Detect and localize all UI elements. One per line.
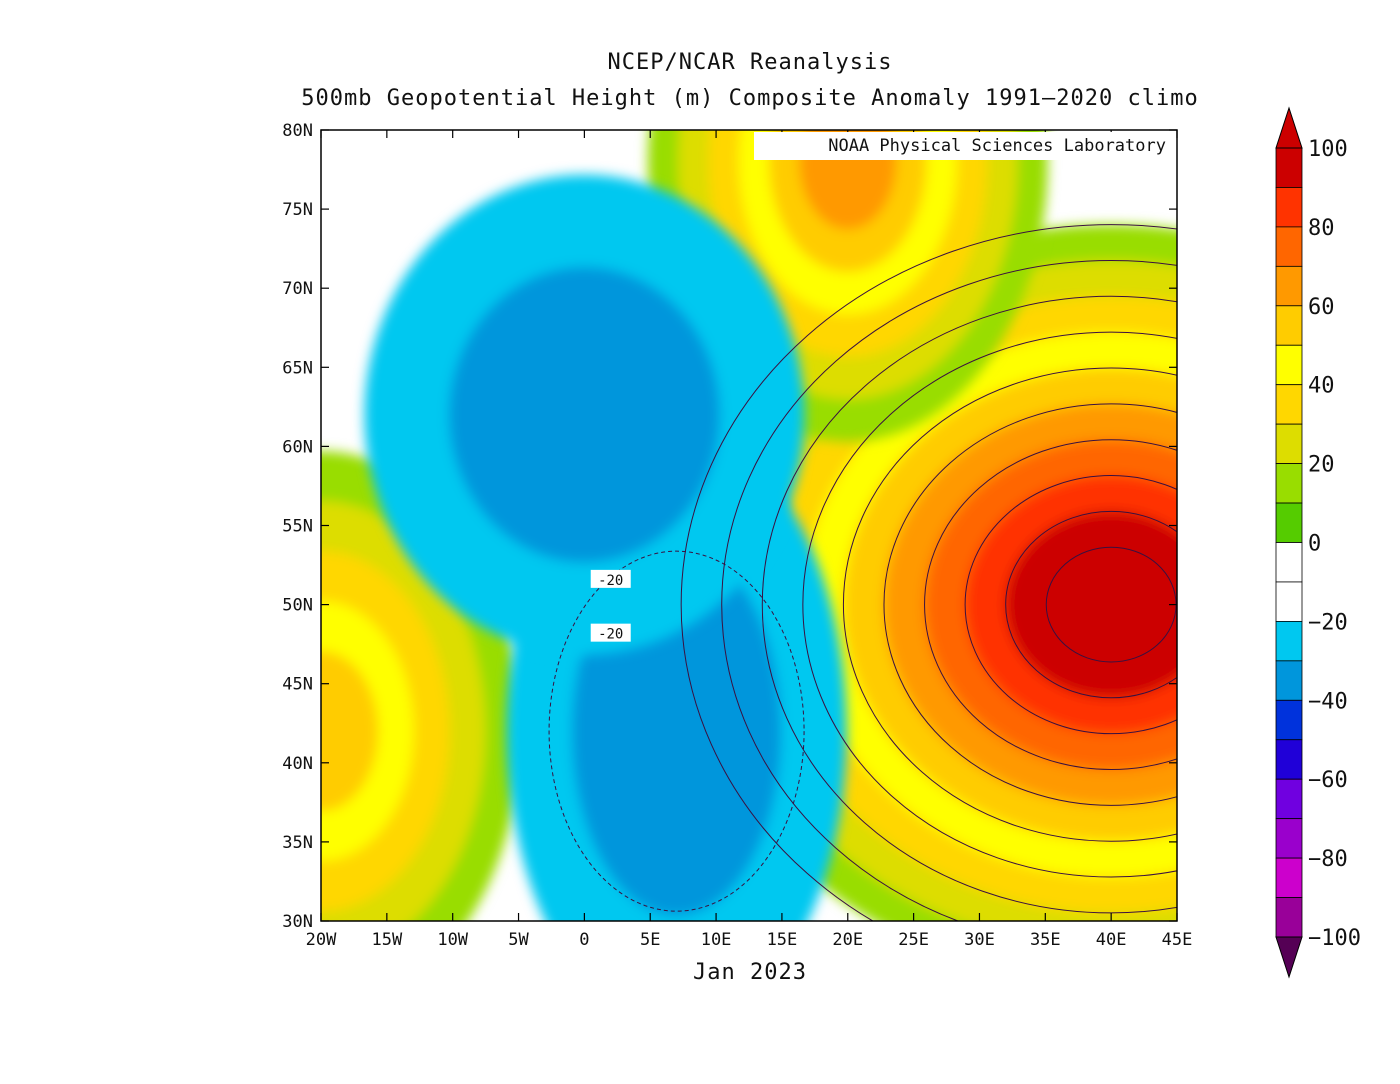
x-tick-label: 10W [437, 930, 468, 950]
contour-label-bg [590, 623, 631, 642]
x-tick-label: 15E [767, 930, 798, 950]
colorbar-segment [1275, 265, 1303, 307]
chart-title: NCEP/NCAR Reanalysis [607, 50, 893, 75]
colorbar-segment [1275, 621, 1303, 662]
x-tick-label: 25E [898, 930, 929, 950]
anomaly-band [321, 651, 379, 812]
y-tick-label: 30N [282, 912, 313, 932]
y-tick-label: 55N [282, 517, 313, 537]
colorbar-segment [1275, 739, 1303, 780]
contour-line [964, 475, 1177, 735]
y-tick-label: 40N [282, 754, 313, 774]
colorbar-segment [1275, 305, 1303, 346]
period-label: Jan 2023 [693, 960, 807, 985]
chart-subtitle: 500mb Geopotential Height (m) Composite … [301, 86, 1199, 111]
colorbar: 100 80 60 40 20 0 −20 −40 −60 −80 −100 [1275, 106, 1361, 979]
y-tick-label: 65N [282, 358, 313, 378]
x-tick-label: 45E [1162, 930, 1193, 950]
y-tick-label: 80N [282, 121, 313, 141]
colorbar-segment [1275, 187, 1303, 228]
colorbar-segment [1275, 542, 1303, 583]
colorbar-segment [1275, 699, 1303, 741]
colorbar-segment [1275, 147, 1303, 188]
colorbar-label: 100 [1308, 137, 1348, 162]
colorbar-label: 20 [1308, 453, 1335, 478]
contour-label-bg [590, 569, 631, 588]
colorbar-segment [1275, 581, 1303, 622]
colorbar-label: −40 [1308, 689, 1348, 714]
colorbar-segment [1275, 226, 1303, 267]
y-tick-label: 45N [282, 675, 313, 695]
contour-line [761, 295, 1177, 914]
x-tick-label: 20W [306, 930, 337, 950]
colorbar-segment [1275, 778, 1303, 820]
x-tick-label: 40E [1096, 930, 1127, 950]
colorbar-segment [1275, 897, 1303, 938]
colorbar-label: 0 [1308, 532, 1321, 557]
contour-label: -20 [598, 627, 623, 643]
x-tick-label: 5W [508, 930, 529, 950]
colorbar-under-arrow [1275, 936, 1303, 979]
x-tick-label: 0 [579, 930, 589, 950]
colorbar-label: −80 [1308, 847, 1348, 872]
map-field [321, 130, 1177, 921]
x-tick-label: 5E [640, 930, 660, 950]
x-tick-label: 20E [832, 930, 863, 950]
anomaly-band [1046, 547, 1177, 662]
y-tick-label: 60N [282, 437, 313, 457]
colorbar-segment [1275, 344, 1303, 386]
contour-labels: -20 -20 [590, 569, 631, 643]
x-tick-label: 35E [1030, 930, 1061, 950]
colorbar-over-arrow [1275, 106, 1303, 149]
anomaly-band [449, 267, 720, 563]
colorbar-label: 80 [1308, 216, 1335, 241]
contour-line [924, 439, 1177, 770]
x-tick-label: 10E [701, 930, 732, 950]
credit-label: NOAA Physical Sciences Laboratory [754, 132, 1172, 160]
anomaly-band [799, 130, 897, 230]
colorbar-segment [1275, 384, 1303, 425]
colorbar-label: −20 [1308, 610, 1348, 635]
colorbar-label: 60 [1308, 295, 1335, 320]
colorbar-label: −60 [1308, 768, 1348, 793]
colorbar-segment [1275, 857, 1303, 898]
colorbar-segment [1275, 502, 1303, 543]
contour-line [1005, 510, 1177, 699]
contour-line [883, 403, 1177, 806]
contour-line [842, 367, 1177, 842]
colorbar-segment [1275, 463, 1303, 504]
y-tick-label: 70N [282, 279, 313, 299]
colorbar-label: 40 [1308, 374, 1335, 399]
y-tick-label: 35N [282, 833, 313, 853]
colorbar-segment [1275, 818, 1303, 859]
colorbar-label: −100 [1308, 926, 1361, 951]
contour-line [548, 550, 805, 912]
y-tick-label: 75N [282, 200, 313, 220]
contour-line [802, 331, 1177, 878]
map-axes: 20W 15W 10W 5W 0 5E 10E 15E 20E 25E 30E 35E 40E 45E 80… [282, 121, 1192, 950]
contour-line [680, 224, 1177, 921]
colorbar-segment [1275, 660, 1303, 701]
x-tick-label: 30E [964, 930, 995, 950]
y-tick-label: 50N [282, 596, 313, 616]
colorbar-segment [1275, 423, 1303, 464]
contour-label: -20 [598, 573, 623, 589]
x-tick-label: 15W [371, 930, 402, 950]
contour-line [721, 260, 1177, 921]
anomaly-center-4 [364, 174, 805, 655]
